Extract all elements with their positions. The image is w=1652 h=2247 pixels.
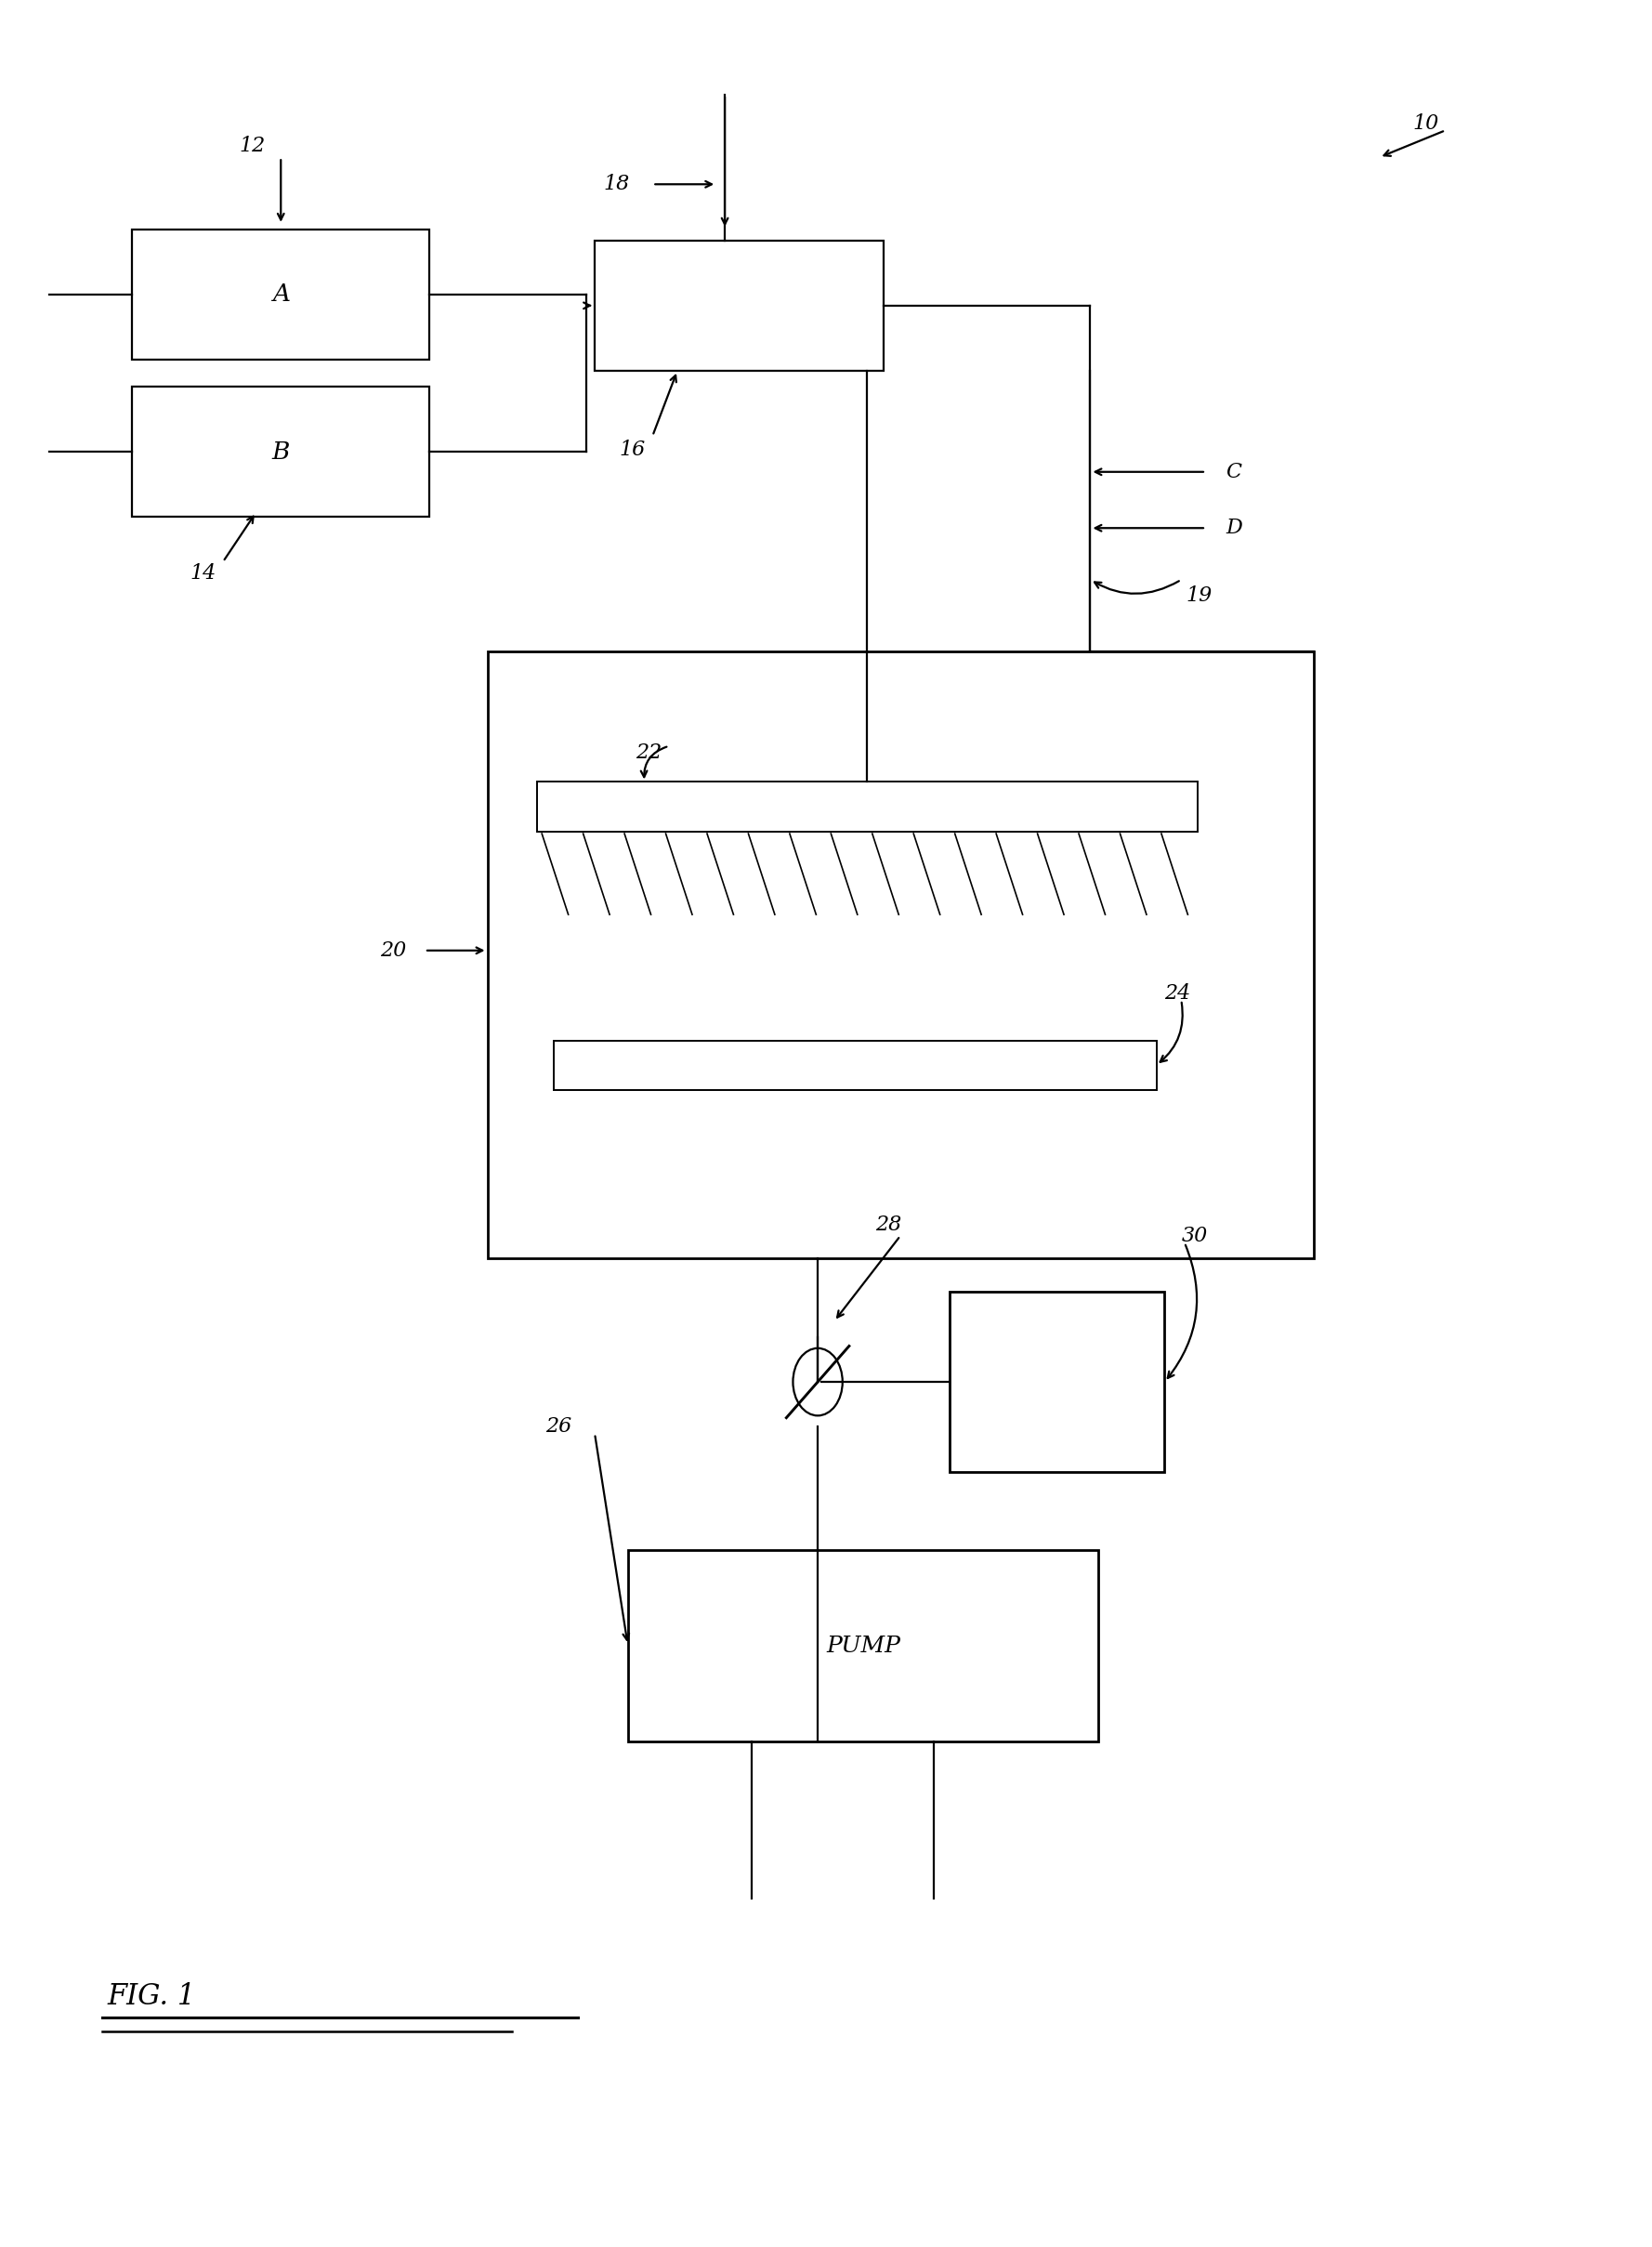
Bar — [132, 229, 430, 360]
Bar — [132, 386, 430, 517]
Bar — [595, 240, 884, 371]
Text: 24: 24 — [1165, 982, 1191, 1004]
Text: B: B — [273, 440, 289, 463]
Bar — [537, 782, 1198, 831]
Text: 19: 19 — [1186, 584, 1213, 607]
Bar — [628, 1550, 1099, 1741]
Text: 28: 28 — [876, 1213, 902, 1236]
Bar — [553, 1040, 1156, 1090]
Text: 22: 22 — [636, 742, 662, 764]
Text: A: A — [273, 283, 289, 306]
Text: 30: 30 — [1181, 1225, 1208, 1247]
Bar — [487, 652, 1313, 1258]
Text: D: D — [1226, 517, 1242, 539]
Text: 20: 20 — [380, 939, 406, 962]
Text: 12: 12 — [240, 135, 266, 157]
Text: FIG. 1: FIG. 1 — [107, 1982, 197, 2011]
Text: PUMP: PUMP — [826, 1636, 900, 1656]
Text: 14: 14 — [190, 562, 216, 584]
Text: 16: 16 — [620, 438, 646, 461]
Text: 10: 10 — [1412, 112, 1439, 135]
Bar — [950, 1292, 1165, 1472]
Text: 18: 18 — [603, 173, 629, 195]
Text: C: C — [1226, 461, 1242, 483]
Text: 26: 26 — [545, 1416, 572, 1438]
